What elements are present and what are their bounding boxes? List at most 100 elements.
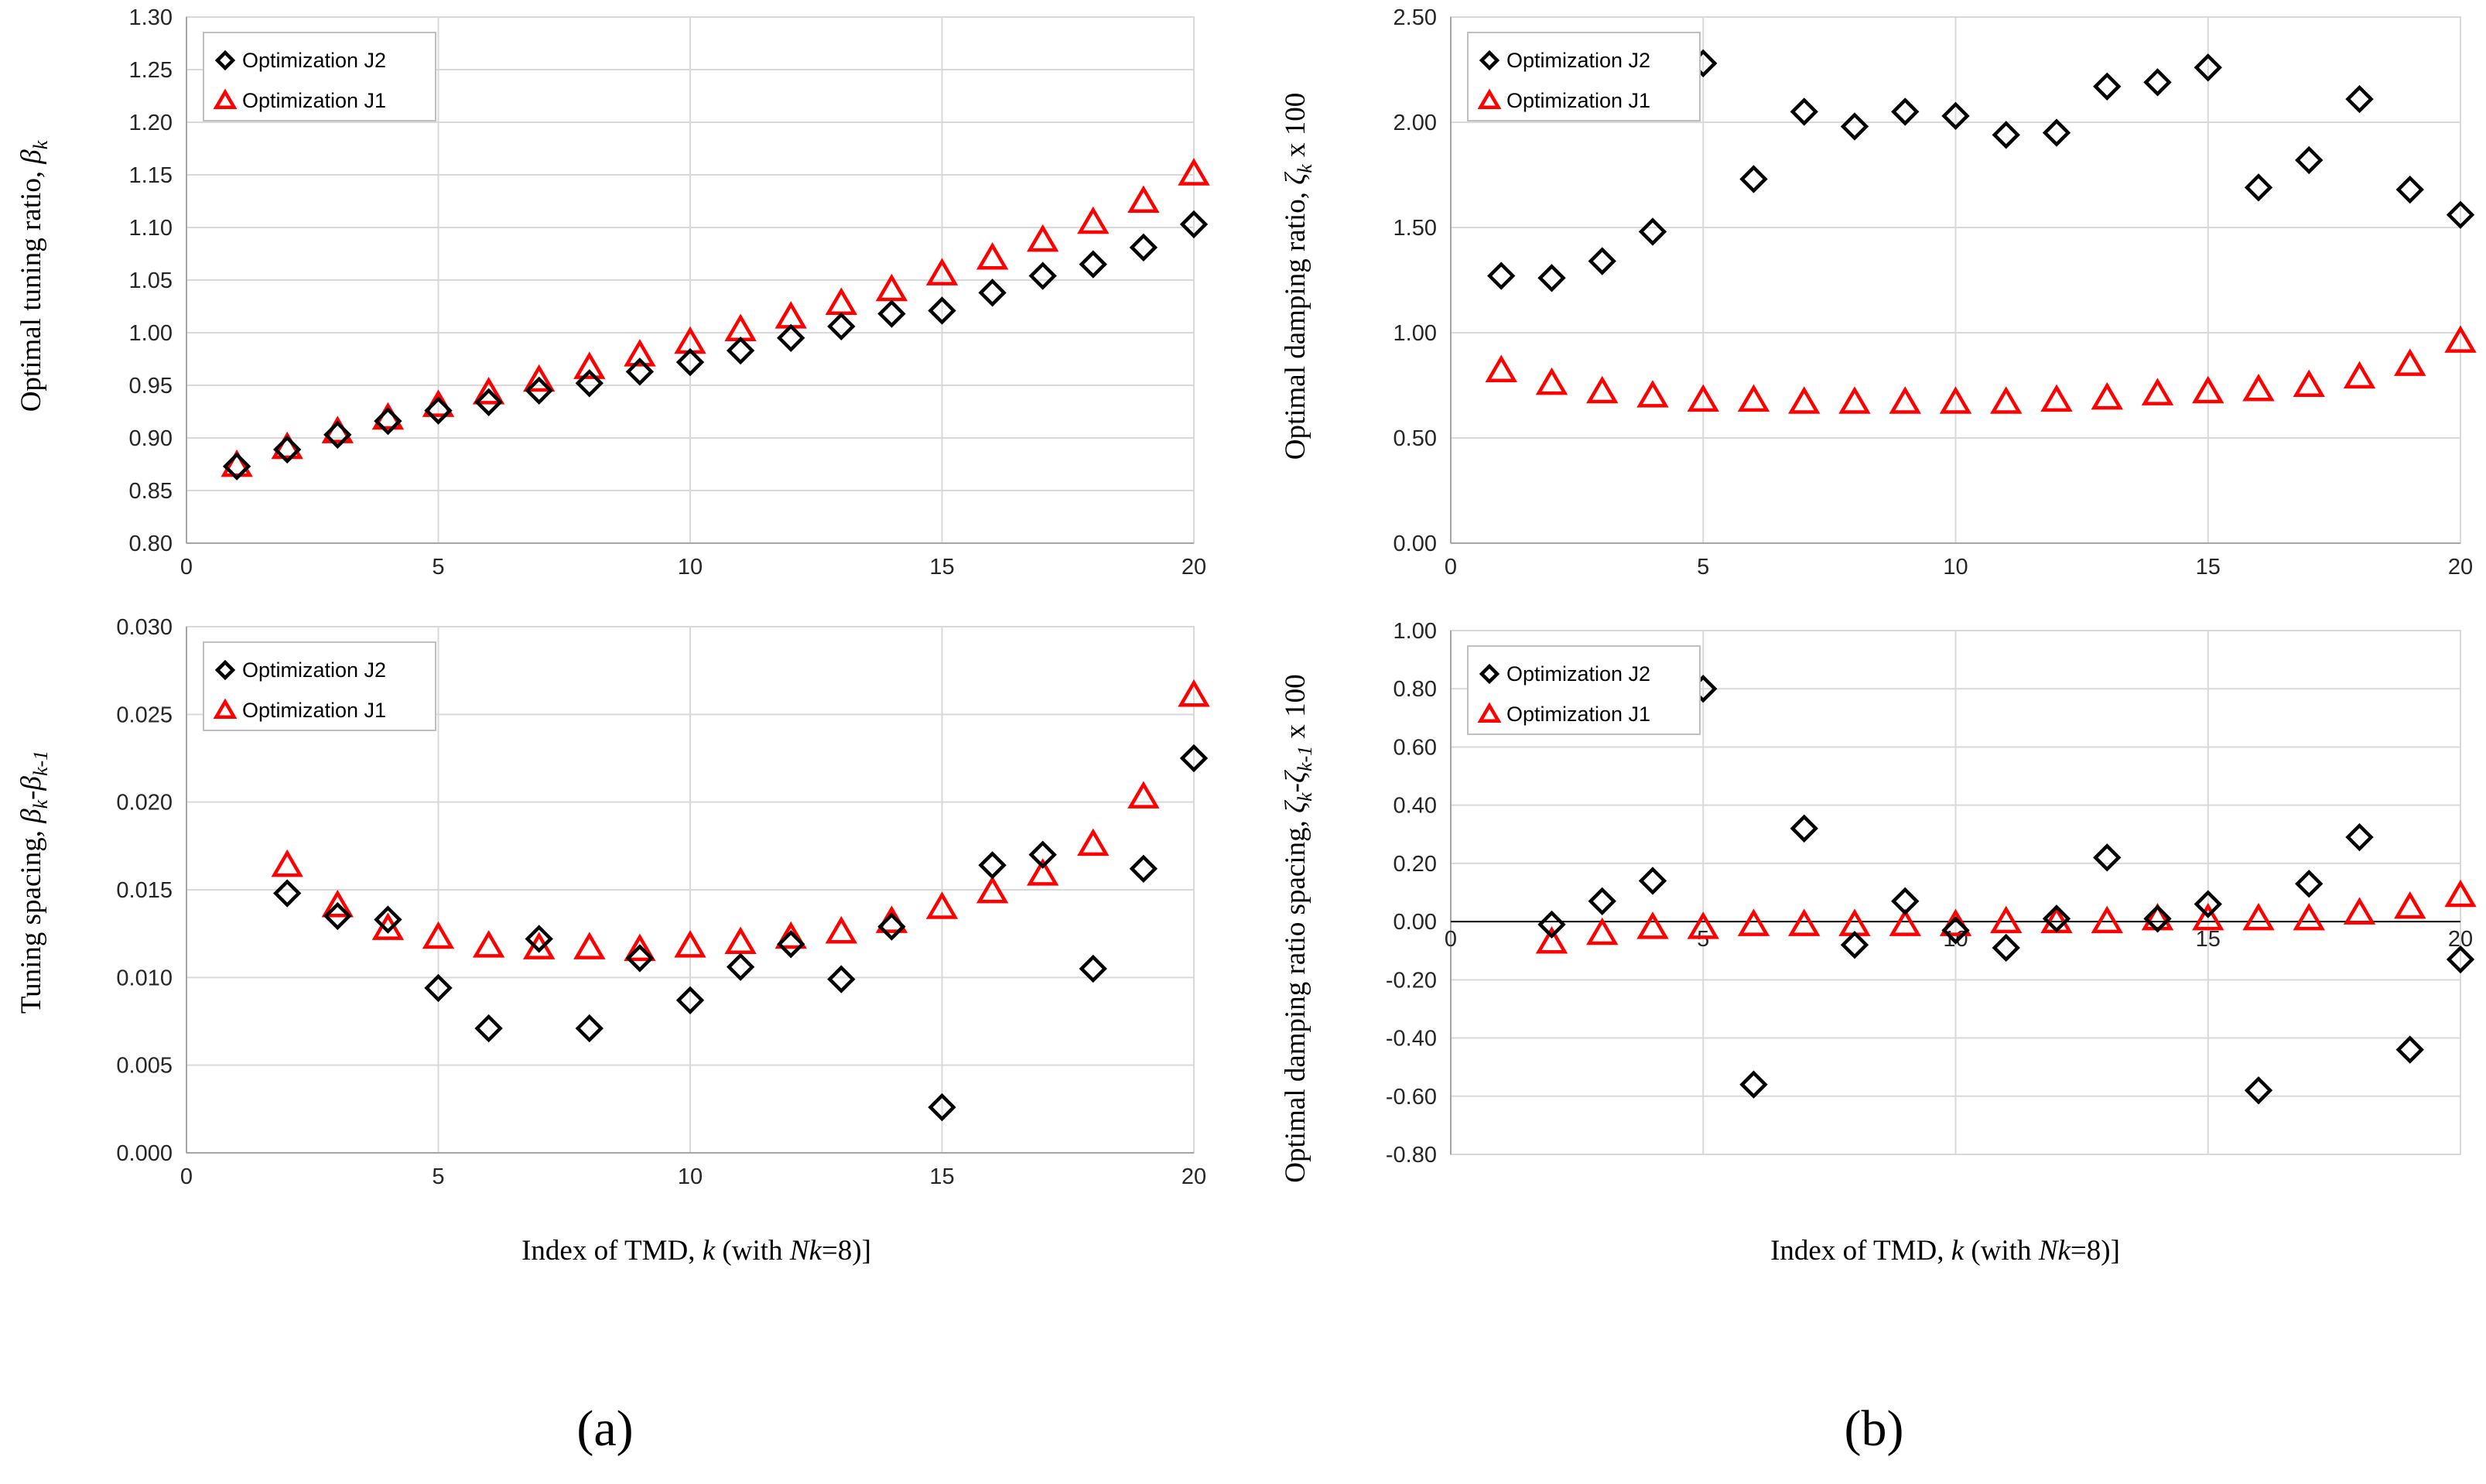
x-tick-label: 10 [678, 555, 703, 580]
j2-data-point [273, 879, 302, 908]
j1-data-point [2091, 905, 2123, 934]
y-tick-label: 0.20 [1393, 852, 1437, 877]
j2-data-point [1588, 247, 1616, 275]
j2-data-point [575, 369, 604, 398]
x-tick-label: 5 [1697, 927, 1709, 952]
y-tick-label: 0.80 [129, 532, 173, 556]
j1-data-point [624, 339, 656, 367]
j1-data-point [573, 932, 606, 959]
j2-data-point [1129, 233, 1158, 262]
j2-data-point [777, 930, 805, 959]
legend-j2-marker [1479, 50, 1500, 71]
j2-data-point [2395, 1035, 2424, 1064]
j1-data-point [1788, 908, 1821, 936]
j1-data-point [976, 241, 1009, 270]
y-tick-label: 0.85 [129, 479, 173, 504]
y-tick-label: 0.90 [129, 426, 173, 451]
j2-data-point [827, 312, 856, 341]
x-tick-label: 5 [432, 555, 444, 580]
legend-j1-marker [213, 698, 238, 720]
y-tick-label: 0.025 [116, 703, 173, 727]
x-tick-label: 0 [1445, 927, 1457, 952]
j2-data-point [273, 435, 302, 464]
j2-data-point [1079, 250, 1107, 279]
y-tick-label: 1.05 [129, 268, 173, 293]
tuning-spacing-ylabel: Tuning spacing, βk-βk-1 [15, 751, 52, 1014]
j1-data-point [724, 926, 757, 955]
legend-j1-marker [213, 88, 238, 110]
j2-data-point [1028, 262, 1057, 290]
j2-data-point [1840, 112, 1869, 141]
legend-box [203, 641, 436, 731]
damping-ratio-ylabel: Optimal damping ratio, ζk x 100 [1280, 93, 1316, 460]
j1-data-point [1788, 386, 1821, 414]
y-tick-label: 0.010 [116, 966, 173, 990]
legend-j2-label: Optimization J2 [1506, 49, 1650, 72]
j1-data-point [472, 377, 505, 405]
y-tick-label: 0.000 [116, 1141, 173, 1166]
j1-data-point [1939, 386, 1972, 414]
j1-data-point [1178, 679, 1210, 707]
j1-data-point [2192, 375, 2224, 404]
j2-data-point [2345, 84, 2374, 114]
j2-data-point [726, 336, 755, 365]
x-tick-label: 5 [1697, 555, 1709, 580]
j1-data-point [875, 273, 908, 302]
j1-data-point [1990, 905, 2023, 934]
y-tick-label: 1.20 [129, 111, 173, 135]
j2-data-point [2093, 843, 2122, 872]
legend-j2-marker [1479, 663, 1500, 685]
j1-data-point [1636, 380, 1669, 408]
j2-data-point [2295, 145, 2324, 175]
x-tick-label: 10 [1943, 555, 1968, 580]
j1-data-point [573, 351, 606, 379]
j2-data-point [928, 296, 956, 325]
y-tick-label: 1.00 [1393, 619, 1437, 644]
tuning-ratio-ylabel: Optimal tuning ratio, βk [15, 140, 52, 412]
legend-j2-label: Optimization J2 [1506, 662, 1650, 686]
j1-data-point [2242, 902, 2275, 931]
legend-box [203, 32, 436, 121]
j2-data-point [726, 952, 755, 981]
j2-data-point [374, 407, 402, 436]
j2-data-point [2143, 68, 2172, 97]
j2-data-point [1487, 262, 1516, 290]
legend-j1-label: Optimization J1 [1506, 703, 1650, 726]
j1-data-point [1586, 917, 1619, 945]
j2-data-point [2446, 945, 2475, 974]
x-axis-caption-b: Index of TMD, k (with Nk=8)] [1770, 1235, 2120, 1267]
j2-data-point [1891, 887, 1920, 915]
legend-box [1467, 32, 1701, 121]
j2-data-point [1891, 97, 1920, 126]
j1-data-point [775, 921, 807, 949]
x-tick-label: 0 [180, 1164, 193, 1189]
y-tick-label: 0.005 [116, 1054, 173, 1079]
y-tick-label: -0.40 [1386, 1027, 1437, 1051]
x-tick-label: 10 [1943, 927, 1968, 952]
j2-data-point [978, 279, 1007, 307]
j2-data-point [1790, 97, 1818, 126]
x-tick-label: 20 [1181, 1164, 1206, 1189]
j1-data-point [1485, 354, 1517, 383]
j2-data-point [625, 944, 655, 973]
y-tick-label: 1.50 [1393, 216, 1437, 241]
j2-data-point [374, 905, 402, 934]
j1-data-point [2293, 902, 2325, 931]
j2-data-point [424, 396, 453, 425]
legend-j2-marker [214, 659, 236, 681]
j2-data-point [1129, 854, 1158, 883]
y-tick-label: 1.00 [129, 321, 173, 346]
x-tick-label: 5 [432, 1164, 444, 1189]
j1-data-point [1737, 908, 1770, 936]
j1-data-point [1636, 911, 1669, 939]
j2-data-point [1739, 1070, 1768, 1099]
j2-data-point [575, 1014, 604, 1043]
j2-data-point [474, 1014, 503, 1043]
j2-data-point [2295, 870, 2324, 898]
j2-data-point [2446, 200, 2475, 229]
j2-data-point [1739, 165, 1768, 193]
tuning-spacing-chart: 0.000 0.005 0.010 0.015 0.020 0.025 0.030 0 5 10 1… [116, 615, 1210, 1189]
j2-data-point [2194, 53, 2222, 82]
j1-data-point [522, 364, 556, 392]
y-tick-label: 0.95 [129, 374, 173, 398]
